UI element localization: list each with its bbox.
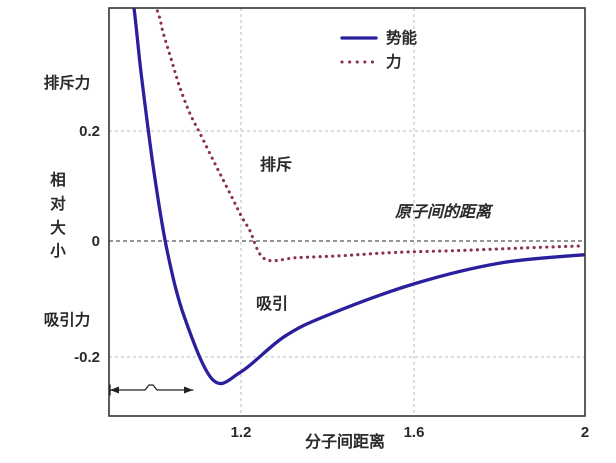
svg-text:排斥: 排斥 [260,155,292,174]
svg-text:2: 2 [581,424,589,441]
svg-text:势能: 势能 [386,28,418,47]
svg-text:0.2: 0.2 [79,123,100,140]
svg-text:1.6: 1.6 [404,424,425,441]
svg-text:对: 对 [50,194,66,213]
svg-text:分子间距离: 分子间距离 [305,432,385,451]
svg-text:小: 小 [50,242,66,260]
svg-text:吸引: 吸引 [256,295,288,313]
svg-text:原子间的距离: 原子间的距离 [394,203,494,221]
svg-text:吸引力: 吸引力 [44,310,91,329]
svg-text:1.2: 1.2 [231,424,252,441]
svg-text:-0.2: -0.2 [74,349,100,366]
svg-text:力: 力 [386,52,402,71]
svg-text:大: 大 [50,218,66,237]
svg-text:0: 0 [92,233,100,250]
svg-text:相: 相 [50,170,66,189]
svg-text:排斥力: 排斥力 [44,73,91,92]
